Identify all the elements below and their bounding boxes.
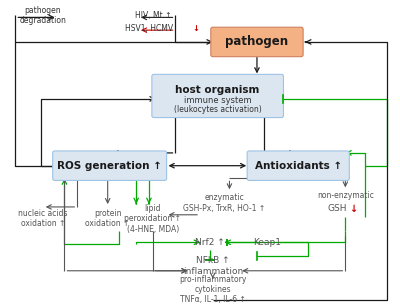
Text: Keap1: Keap1 [253,238,281,247]
Text: Nrf2 ↑: Nrf2 ↑ [195,238,225,247]
Text: HIV, Mt ↑: HIV, Mt ↑ [135,11,171,20]
Text: ↓: ↓ [349,204,357,214]
Text: NFkB ↑
inflammation: NFkB ↑ inflammation [183,256,243,276]
Text: ↓: ↓ [192,24,200,33]
Text: pro-inflammatory
cytokines
TNFα, IL-1, IL-6 ↑: pro-inflammatory cytokines TNFα, IL-1, I… [179,274,246,304]
FancyBboxPatch shape [247,151,349,180]
Text: immune system: immune system [184,96,252,105]
FancyBboxPatch shape [152,74,284,118]
FancyBboxPatch shape [53,151,167,180]
Text: GSH: GSH [328,205,347,213]
Text: non-enzymatic: non-enzymatic [317,191,374,200]
Text: ROS generation ↑: ROS generation ↑ [57,161,162,171]
Text: enzymatic: enzymatic [205,192,244,202]
Text: Antioxidants ↑: Antioxidants ↑ [255,161,342,171]
Text: lipid
peroxidation ↑
(4-HNE, MDA): lipid peroxidation ↑ (4-HNE, MDA) [124,204,181,234]
FancyBboxPatch shape [211,27,303,57]
Text: GSH-Px, TrxR, HO-1 ↑: GSH-Px, TrxR, HO-1 ↑ [184,205,266,213]
Text: pathogen
degradation: pathogen degradation [20,6,66,25]
Text: protein
oxidation ↑: protein oxidation ↑ [86,209,130,229]
Text: nucleic acids
oxidation ↑: nucleic acids oxidation ↑ [18,209,68,229]
Text: pathogen: pathogen [226,35,288,48]
Text: (leukocytes activation): (leukocytes activation) [174,105,262,114]
Text: host organism: host organism [176,85,260,95]
Text: HSV1, HCMV: HSV1, HCMV [125,24,173,33]
